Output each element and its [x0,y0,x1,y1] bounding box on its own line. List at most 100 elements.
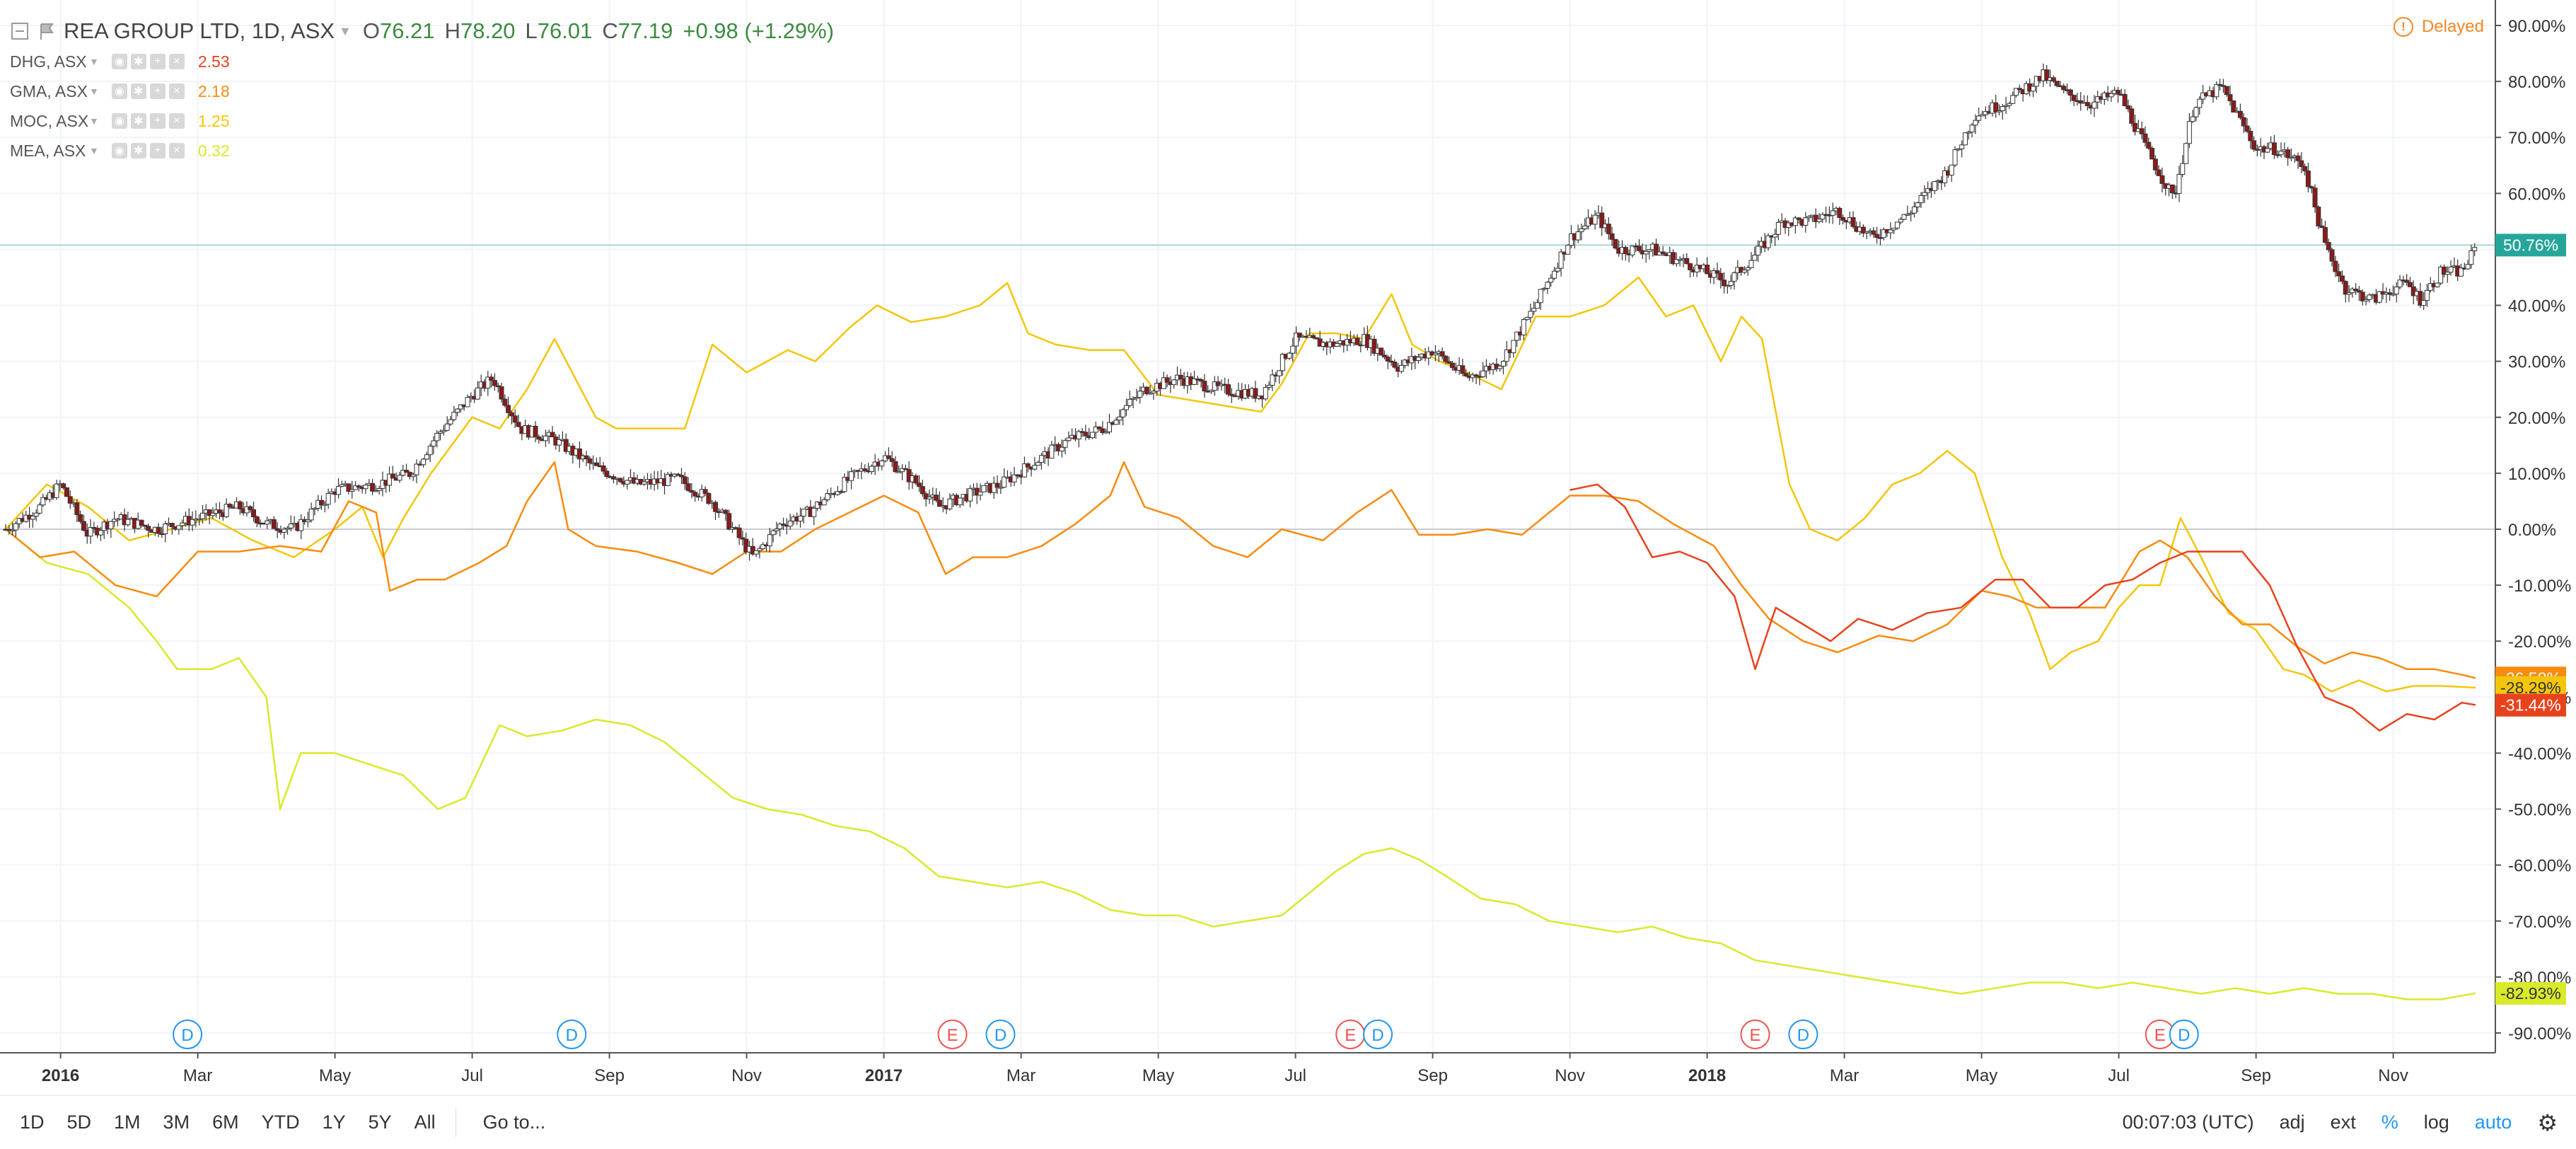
candle-body[interactable] [1002,476,1007,488]
candle-body[interactable] [957,497,963,506]
candle-body[interactable] [1741,270,1747,273]
candle-body[interactable] [1215,381,1221,386]
candle-body[interactable] [927,496,932,500]
candle-body[interactable] [271,519,277,529]
range-button[interactable]: 6M [212,1112,239,1133]
candle-body[interactable] [485,376,491,389]
dividend-marker[interactable] [557,1020,587,1049]
candle-body[interactable] [1497,366,1503,369]
candle-body[interactable] [1076,431,1081,440]
candle-body[interactable] [1089,432,1095,439]
candle-body[interactable] [1731,272,1737,282]
candle-body[interactable] [2377,291,2382,303]
candle-body[interactable] [736,527,742,538]
candle-body[interactable] [414,463,419,475]
candle-body[interactable] [2152,158,2158,171]
candle-body[interactable] [2390,294,2396,296]
candle-body[interactable] [1117,416,1122,421]
candle-body[interactable] [821,499,827,506]
candle-body[interactable] [210,512,216,516]
candle-body[interactable] [1643,250,1649,255]
candle-body[interactable] [1803,217,1809,226]
candle-body[interactable] [2407,282,2413,287]
candle-body[interactable] [37,504,42,514]
candle-body[interactable] [1385,357,1391,362]
candle-body[interactable] [1460,365,1466,374]
candle-body[interactable] [1806,216,1812,219]
candle-body[interactable] [353,485,359,490]
candle-body[interactable] [305,519,311,522]
range-button[interactable]: YTD [261,1112,300,1133]
candle-body[interactable] [1792,217,1798,226]
candle-body[interactable] [2030,86,2036,92]
candle-body[interactable] [1613,238,1618,249]
candle-body[interactable] [197,518,202,521]
candle-body[interactable] [750,545,755,555]
candle-body[interactable] [1837,207,1843,218]
candle-body[interactable] [298,519,304,531]
candle-body[interactable] [1911,206,1917,214]
candle-body[interactable] [1765,235,1771,248]
candle-body[interactable] [1093,426,1098,433]
candle-body[interactable] [1538,289,1543,304]
candle-body[interactable] [434,432,440,441]
candle-body[interactable] [1908,212,1914,215]
candle-body[interactable] [2363,299,2369,301]
candle-body[interactable] [455,408,460,413]
candle-body[interactable] [576,448,582,460]
candle-body[interactable] [465,397,470,408]
candle-body[interactable] [685,483,691,491]
candle-body[interactable] [180,522,185,526]
candle-body[interactable] [2339,275,2345,282]
candle-body[interactable] [550,432,555,438]
candle-body[interactable] [2054,81,2060,86]
candle-body[interactable] [139,519,144,526]
candle-body[interactable] [427,446,433,456]
candle-body[interactable] [125,519,131,526]
candle-body[interactable] [2346,292,2352,295]
candle-body[interactable] [2061,86,2067,91]
candle-body[interactable] [2404,279,2410,283]
candle-body[interactable] [913,475,919,484]
candle-body[interactable] [251,509,257,517]
candle-body[interactable] [1711,270,1717,278]
candle-body[interactable] [1660,251,1666,255]
candle-body[interactable] [2254,149,2260,151]
candle-body[interactable] [2067,89,2073,96]
candle-body[interactable] [1888,229,1893,233]
main-series-legend[interactable]: REA GROUP LTD, 1D, ASX ▼ O76.21 H78.20 L… [10,16,834,47]
candle-body[interactable] [787,520,793,527]
candle-body[interactable] [625,480,630,485]
candle-body[interactable] [2251,140,2257,150]
candle-body[interactable] [947,498,953,509]
candle-body[interactable] [2227,94,2233,101]
candle-body[interactable] [1579,228,1584,233]
scale-option-button[interactable]: log [2423,1112,2449,1133]
candle-body[interactable] [743,538,749,553]
candle-body[interactable] [1871,230,1876,235]
candle-body[interactable] [879,460,885,467]
goto-button[interactable]: Go to... [482,1112,546,1133]
candle-body[interactable] [692,492,698,497]
candle-body[interactable] [1463,373,1469,376]
candle-body[interactable] [1392,362,1398,368]
candle-body[interactable] [770,530,776,536]
candle-body[interactable] [1718,272,1724,281]
candle-body[interactable] [825,493,830,500]
candle-body[interactable] [994,483,1000,488]
candle-body[interactable] [2183,143,2189,164]
candle-body[interactable] [74,502,80,515]
candle-body[interactable] [533,425,538,437]
candle-body[interactable] [740,537,745,540]
candle-body[interactable] [448,419,453,425]
candle-body[interactable] [2133,122,2138,132]
candle-body[interactable] [563,439,569,452]
candle-body[interactable] [1864,231,1869,233]
candle-body[interactable] [713,502,719,512]
candle-body[interactable] [1280,354,1285,371]
candle-body[interactable] [1969,125,1975,133]
candle-body[interactable] [1894,221,1900,229]
candle-body[interactable] [1705,265,1710,275]
candle-body[interactable] [190,519,195,526]
flag-icon[interactable] [37,21,57,41]
